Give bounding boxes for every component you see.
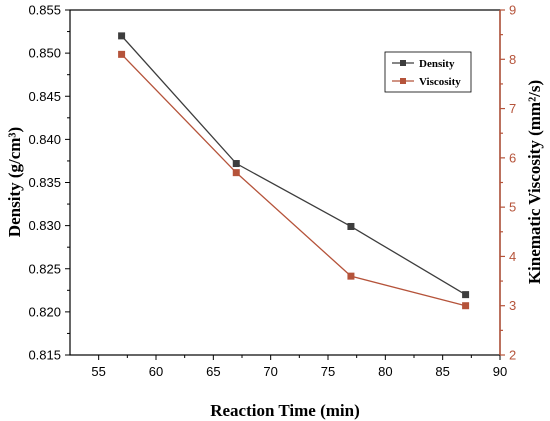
- y-right-tick-label-6: 6: [509, 150, 516, 165]
- y-left-tick-label-0.815: 0.815: [28, 348, 61, 363]
- legend-density-marker: [400, 60, 406, 66]
- y-right-tick-label-3: 3: [509, 298, 516, 313]
- y-axis-right: 2 3 4 5 6 7 8 9: [500, 3, 516, 363]
- x-axis: 55 60 65 70 75 80 85 90: [91, 355, 507, 379]
- x-tick-label-85: 85: [435, 364, 449, 379]
- y-right-tick-label-2: 2: [509, 348, 516, 363]
- x-tick-label-70: 70: [263, 364, 277, 379]
- density-point-87: [462, 291, 470, 299]
- y-axis-left: 0.815 0.820 0.825 0.830 0.835 0.840 0.845 0.850…: [28, 3, 70, 363]
- y-left-tick-label-0.840: 0.840: [28, 132, 61, 147]
- y-left-tick-label-0.855: 0.855: [28, 3, 61, 18]
- density-series-line: [121, 35, 466, 296]
- y-right-tick-label-5: 5: [509, 200, 516, 215]
- density-point-77: [347, 222, 355, 230]
- series-layer: [118, 32, 470, 310]
- legend-density-label: Density: [419, 58, 455, 70]
- y-left-tick-label-0.845: 0.845: [28, 89, 61, 104]
- x-tick-label-65: 65: [206, 364, 220, 379]
- density-point-67: [232, 160, 240, 168]
- y-left-tick-label-0.820: 0.820: [28, 304, 61, 319]
- x-axis-title: Reaction Time (min): [210, 401, 360, 420]
- viscosity-point-57: [118, 50, 126, 58]
- legend-box: [384, 51, 472, 93]
- legend-viscosity-marker: [400, 78, 406, 84]
- x-tick-label-80: 80: [378, 364, 392, 379]
- y-axis-left-title: Density (g/cm³): [5, 127, 24, 237]
- y-right-tick-label-9: 9: [509, 3, 516, 18]
- x-tick-label-60: 60: [149, 364, 163, 379]
- viscosity-point-67: [232, 169, 240, 177]
- y-right-tick-label-8: 8: [509, 52, 516, 67]
- viscosity-point-77: [347, 272, 355, 280]
- y-right-tick-label-4: 4: [509, 249, 516, 264]
- density-point-57: [118, 32, 126, 40]
- viscosity-series-line: [121, 53, 466, 307]
- legend: Density Viscosity: [384, 51, 472, 93]
- y-left-tick-label-0.850: 0.850: [28, 46, 61, 61]
- y-left-tick-label-0.835: 0.835: [28, 175, 61, 190]
- x-tick-label-75: 75: [321, 364, 335, 379]
- y-left-tick-label-0.825: 0.825: [28, 261, 61, 276]
- y-right-tick-label-7: 7: [509, 101, 516, 116]
- legend-viscosity-label: Viscosity: [419, 76, 461, 88]
- y-left-tick-label-0.830: 0.830: [28, 218, 61, 233]
- viscosity-point-87: [462, 302, 470, 310]
- x-tick-label-90: 90: [493, 364, 507, 379]
- y-axis-right-title: Kinematic Viscosity (mm²/s): [525, 80, 544, 284]
- x-tick-label-55: 55: [91, 364, 105, 379]
